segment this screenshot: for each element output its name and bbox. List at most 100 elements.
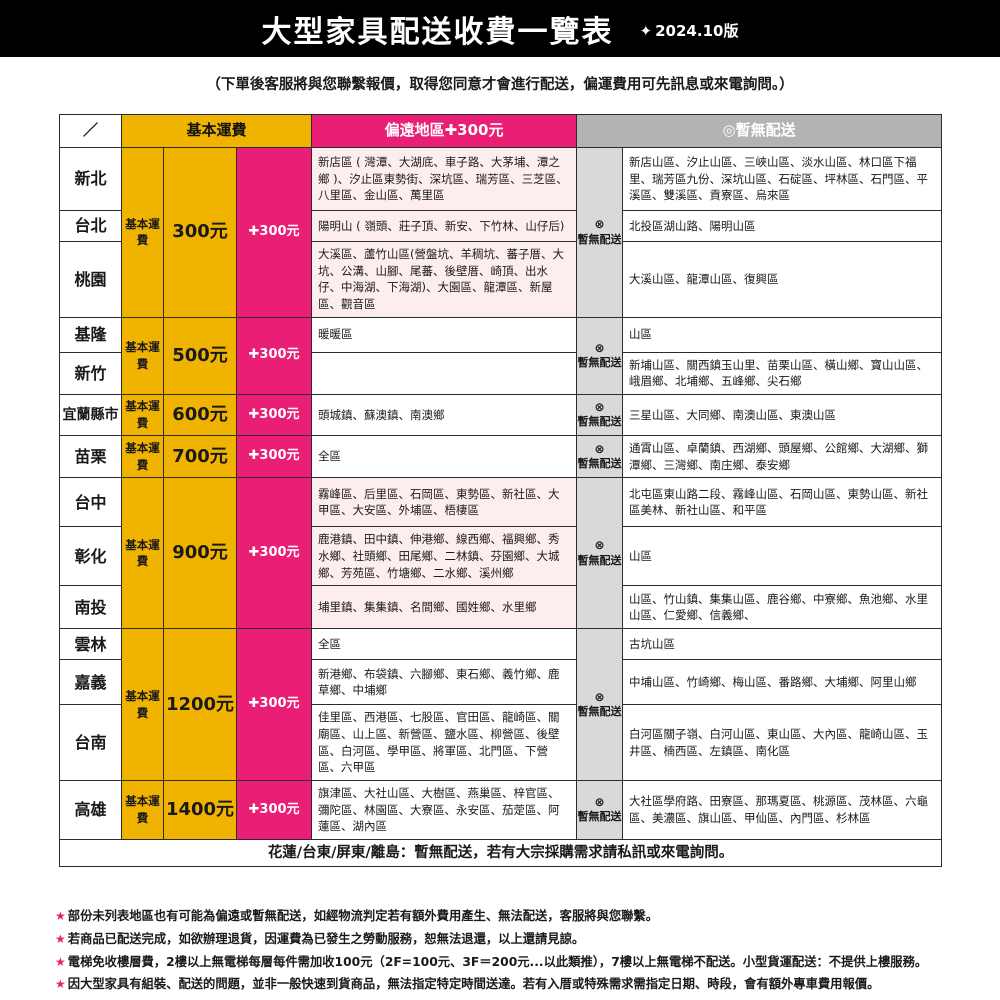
no-delivery-icon: ⊗ bbox=[594, 795, 605, 810]
no-delivery-icon: ⊗ bbox=[594, 538, 605, 553]
sparkle-icon: ✦ bbox=[639, 22, 653, 40]
table-row: 台中 基本運費 900元 ✚300元 霧峰區、后里區、石岡區、東勢區、新社區、大… bbox=[59, 477, 943, 630]
star-icon: ★ bbox=[55, 977, 66, 992]
basic-fee-label: 基本運費 bbox=[121, 394, 164, 437]
price-value: 300元 bbox=[163, 147, 237, 318]
price-value: 700元 bbox=[163, 435, 237, 479]
table-row: 桃園 大溪區、蘆竹山區(營盤坑、羊稠坑、蕃子厝、大坑、公溝、山腳、尾蕃、後壁厝、… bbox=[59, 241, 943, 318]
no-delivery-text: 暫無配送 bbox=[577, 232, 622, 246]
table-row: 苗栗 基本運費 700元 ✚300元 全區 ⊗ 暫無配送 通霄山區、卓蘭鎮、西湖… bbox=[59, 435, 943, 479]
table-row: 基隆 基本運費 500元 ✚300元 暖暖區 ⊗ 暫無配送 山區 bbox=[59, 316, 943, 396]
region-label: 基隆 bbox=[59, 316, 122, 353]
no-delivery-list: 大溪山區、龍潭山區、復興區 bbox=[622, 241, 943, 318]
region-label: 台南 bbox=[59, 704, 122, 782]
table-row: 新北 基本運費 300元 ✚300元 新店區 ( 灣潭、大湖底、車子路、大茅埔、… bbox=[59, 147, 943, 318]
remote-surcharge: ✚300元 bbox=[235, 628, 313, 782]
no-delivery-list: 山區、竹山鎮、集集山區、鹿谷鄉、中寮鄉、魚池鄉、水里山區、仁愛鄉、信義鄉、 bbox=[622, 585, 943, 630]
subtitle-note: （下單後客服將與您聯繫報價，取得您同意才會進行配送，偏運費用可先訊息或來電詢問。… bbox=[206, 77, 794, 93]
star-icon: ★ bbox=[55, 931, 66, 946]
remote-area-list: 埔里鎮、集集鎮、名間鄉、國姓鄉、水里鄉 bbox=[311, 585, 578, 630]
no-delivery-mark: ⊗ 暫無配送 bbox=[576, 394, 624, 437]
no-delivery-list: 新埔山區、關西鎮玉山里、苗栗山區、橫山鄉、寶山山區、峨眉鄉、北埔鄉、五峰鄉、尖石… bbox=[622, 351, 943, 396]
no-delivery-icon: ⊗ bbox=[594, 340, 605, 355]
price-value: 1200元 bbox=[163, 628, 237, 782]
remote-area-list: 旗津區、大社山區、大樹區、燕巢區、梓官區、彌陀區、林園區、大寮區、永安區、茄萣區… bbox=[311, 780, 578, 841]
region-label: 嘉義 bbox=[59, 659, 122, 706]
footnote-item: ★ 若商品已配送完成，如欲辦理退貨，因運費為已發生之勞動服務，恕無法退還，以上還請… bbox=[55, 928, 955, 951]
remote-area-list: 霧峰區、后里區、石岡區、東勢區、新社區、大甲區、大安區、外埔區、梧棲區 bbox=[311, 477, 578, 528]
star-icon: ★ bbox=[55, 909, 66, 923]
basic-fee-label: 基本運費 bbox=[121, 435, 164, 479]
page-header: 大型家具配送收費一覽表 ✦ 2024.10版 bbox=[0, 0, 1000, 57]
remote-surcharge: ✚300元 bbox=[235, 477, 313, 630]
region-label: 新竹 bbox=[59, 351, 122, 396]
remote-surcharge: ✚300元 bbox=[235, 316, 313, 396]
header-cell-slash: ／ bbox=[59, 114, 122, 148]
no-delivery-list: 山區 bbox=[622, 316, 943, 353]
remote-area-list: 新店區 ( 灣潭、大湖底、車子路、大茅埔、潭之鄉 )、汐止區東勢街、深坑區、瑞芳… bbox=[311, 147, 578, 211]
no-delivery-text: 暫無配送 bbox=[577, 356, 622, 370]
header-cell-remote-area: 偏遠地區✚300元 bbox=[311, 114, 578, 148]
basic-fee-label: 基本運費 bbox=[121, 780, 164, 841]
footnote-text: 因大型家具有組裝、配送的問題，並非一般快速到貨商品，無法指定特定時間送達。若有入… bbox=[67, 977, 880, 992]
table-row: 台南 佳里區、西港區、七股區、官田區、龍崎區、關廟區、山上區、新營區、鹽水區、柳… bbox=[59, 704, 943, 782]
footnotes: ★ 部份未列表地區也有可能為偏遠或暫無配送，如經物流判定若有額外費用產生、無法配送… bbox=[55, 905, 955, 996]
footnote-item: ★ 因大型家具有組裝、配送的問題，並非一般快速到貨商品，無法指定特定時間送達。若有… bbox=[55, 973, 955, 996]
header-cell-basic-fee: 基本運費 bbox=[120, 114, 313, 148]
no-delivery-icon: ⊗ bbox=[594, 689, 605, 704]
footnote-item: ★ 部份未列表地區也有可能為偏遠或暫無配送，如經物流判定若有額外費用產生、無法配送… bbox=[55, 905, 955, 928]
remote-area-list: 全區 bbox=[311, 628, 578, 661]
islands-note: 花蓮/台東/屏東/離島：暫無配送，若有大宗採購需求請私訊或來電詢問。 bbox=[58, 839, 943, 868]
region-label: 南投 bbox=[59, 585, 122, 630]
footnote-text: 部份未列表地區也有可能為偏遠或暫無配送，如經物流判定若有額外費用產生、無法配送，… bbox=[67, 909, 659, 923]
footnote-text: 若商品已配送完成，如欲辦理退貨，因運費為已發生之勞動服務，恕無法退還，以上還請見… bbox=[67, 931, 585, 946]
region-label: 苗栗 bbox=[59, 435, 122, 479]
basic-fee-label: 基本運費 bbox=[121, 316, 164, 396]
star-icon: ★ bbox=[55, 954, 66, 969]
basic-fee-label: 基本運費 bbox=[121, 477, 164, 630]
no-delivery-text: 暫無配送 bbox=[577, 415, 622, 429]
no-delivery-list: 北屯區東山路二段、霧峰山區、石岡山區、東勢山區、新社區美林、新社山區、和平區 bbox=[622, 477, 943, 528]
price-value: 500元 bbox=[163, 316, 237, 396]
basic-fee-label: 基本運費 bbox=[121, 628, 164, 782]
version-badge: ✦ 2024.10版 bbox=[640, 20, 739, 41]
no-delivery-text: 暫無配送 bbox=[577, 810, 622, 824]
remote-area-list: 暖暖區 bbox=[311, 316, 578, 353]
no-delivery-icon: ⊗ bbox=[594, 217, 605, 232]
page-title: 大型家具配送收費一覽表 bbox=[261, 14, 614, 50]
no-delivery-mark: ⊗ 暫無配送 bbox=[576, 147, 624, 318]
table-row: 高雄 基本運費 1400元 ✚300元 旗津區、大社山區、大樹區、燕巢區、梓官區… bbox=[59, 780, 943, 841]
table-footer-row: 花蓮/台東/屏東/離島：暫無配送，若有大宗採購需求請私訊或來電詢問。 bbox=[58, 839, 943, 868]
remote-surcharge: ✚300元 bbox=[235, 435, 313, 479]
remote-surcharge: ✚300元 bbox=[235, 147, 313, 318]
remote-area-list: 鹿港鎮、田中鎮、伸港鄉、線西鄉、福興鄉、秀水鄉、社頭鄉、田尾鄉、二林鎮、芬園鄉、… bbox=[311, 526, 578, 587]
table-row: 台北 陽明山 ( 嶺頭、莊子頂、新安、下竹林、山仔后) 北投區湖山路、陽明山區 bbox=[59, 210, 943, 242]
no-delivery-mark: ⊗ 暫無配送 bbox=[576, 628, 624, 782]
remote-area-list: 大溪區、蘆竹山區(營盤坑、羊稠坑、蕃子厝、大坑、公溝、山腳、尾蕃、後壁厝、崎頂、… bbox=[311, 241, 578, 318]
no-delivery-icon: ⊗ bbox=[594, 400, 605, 415]
footnote-item: ★ 電梯免收樓層費，2樓以上無電梯每層每件需加收100元（2F=100元、3F＝2… bbox=[55, 951, 955, 974]
table-row: 雲林 基本運費 1200元 ✚300元 全區 ⊗ 暫無配送 古坑山區 bbox=[59, 628, 943, 782]
no-delivery-list: 山區 bbox=[622, 526, 943, 587]
no-delivery-list: 古坑山區 bbox=[622, 628, 943, 661]
version-label: 2024.10版 bbox=[655, 22, 739, 40]
no-delivery-list: 大社區學府路、田寮區、那瑪夏區、桃源區、茂林區、六龜區、美濃區、旗山區、甲仙區、… bbox=[622, 780, 943, 841]
price-value: 600元 bbox=[163, 394, 237, 437]
remote-area-list: 頭城鎮、蘇澳鎮、南澳鄉 bbox=[311, 394, 578, 437]
region-label: 高雄 bbox=[59, 780, 122, 841]
header-cell-no-delivery: ◎暫無配送 bbox=[576, 114, 943, 148]
no-delivery-list: 三星山區、大同鄉、南澳山區、東澳山區 bbox=[622, 394, 943, 437]
table-row: 嘉義 新港鄉、布袋鎮、六腳鄉、東石鄉、義竹鄉、鹿草鄉、中埔鄉 中埔山區、竹崎鄉、… bbox=[59, 659, 943, 706]
region-label: 雲林 bbox=[59, 628, 122, 661]
remote-area-list: 全區 bbox=[311, 435, 578, 479]
no-delivery-list: 北投區湖山路、陽明山區 bbox=[622, 210, 943, 242]
no-delivery-text: 暫無配送 bbox=[577, 456, 622, 470]
region-label: 桃園 bbox=[59, 241, 122, 318]
basic-fee-label: 基本運費 bbox=[121, 147, 164, 318]
no-delivery-mark: ⊗ 暫無配送 bbox=[576, 477, 624, 630]
price-value: 900元 bbox=[163, 477, 237, 630]
table-row: 新竹 新埔山區、關西鎮玉山里、苗栗山區、橫山鄉、寶山山區、峨眉鄉、北埔鄉、五峰鄉… bbox=[59, 351, 943, 396]
remote-surcharge: ✚300元 bbox=[235, 780, 313, 841]
remote-area-list: 陽明山 ( 嶺頭、莊子頂、新安、下竹林、山仔后) bbox=[311, 210, 578, 242]
